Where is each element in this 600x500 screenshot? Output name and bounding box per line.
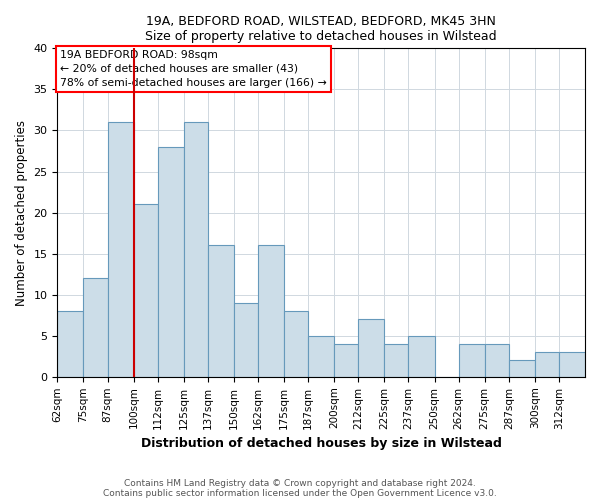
Bar	[208, 246, 234, 377]
X-axis label: Distribution of detached houses by size in Wilstead: Distribution of detached houses by size …	[141, 437, 502, 450]
Text: 19A BEDFORD ROAD: 98sqm
← 20% of detached houses are smaller (43)
78% of semi-de: 19A BEDFORD ROAD: 98sqm ← 20% of detache…	[60, 50, 327, 88]
Bar	[134, 204, 158, 377]
Bar	[258, 246, 284, 377]
Y-axis label: Number of detached properties: Number of detached properties	[15, 120, 28, 306]
Bar	[385, 344, 409, 377]
Text: Contains public sector information licensed under the Open Government Licence v3: Contains public sector information licen…	[103, 488, 497, 498]
Bar	[308, 336, 334, 377]
Bar	[284, 311, 308, 377]
Bar	[83, 278, 107, 377]
Bar	[158, 147, 184, 377]
Bar	[485, 344, 509, 377]
Bar	[535, 352, 559, 377]
Bar	[184, 122, 208, 377]
Bar	[559, 352, 585, 377]
Bar	[58, 311, 83, 377]
Bar	[458, 344, 485, 377]
Bar	[409, 336, 434, 377]
Bar	[234, 303, 258, 377]
Bar	[358, 320, 385, 377]
Text: Contains HM Land Registry data © Crown copyright and database right 2024.: Contains HM Land Registry data © Crown c…	[124, 478, 476, 488]
Bar	[334, 344, 358, 377]
Bar	[107, 122, 134, 377]
Title: 19A, BEDFORD ROAD, WILSTEAD, BEDFORD, MK45 3HN
Size of property relative to deta: 19A, BEDFORD ROAD, WILSTEAD, BEDFORD, MK…	[145, 15, 497, 43]
Bar	[509, 360, 535, 377]
